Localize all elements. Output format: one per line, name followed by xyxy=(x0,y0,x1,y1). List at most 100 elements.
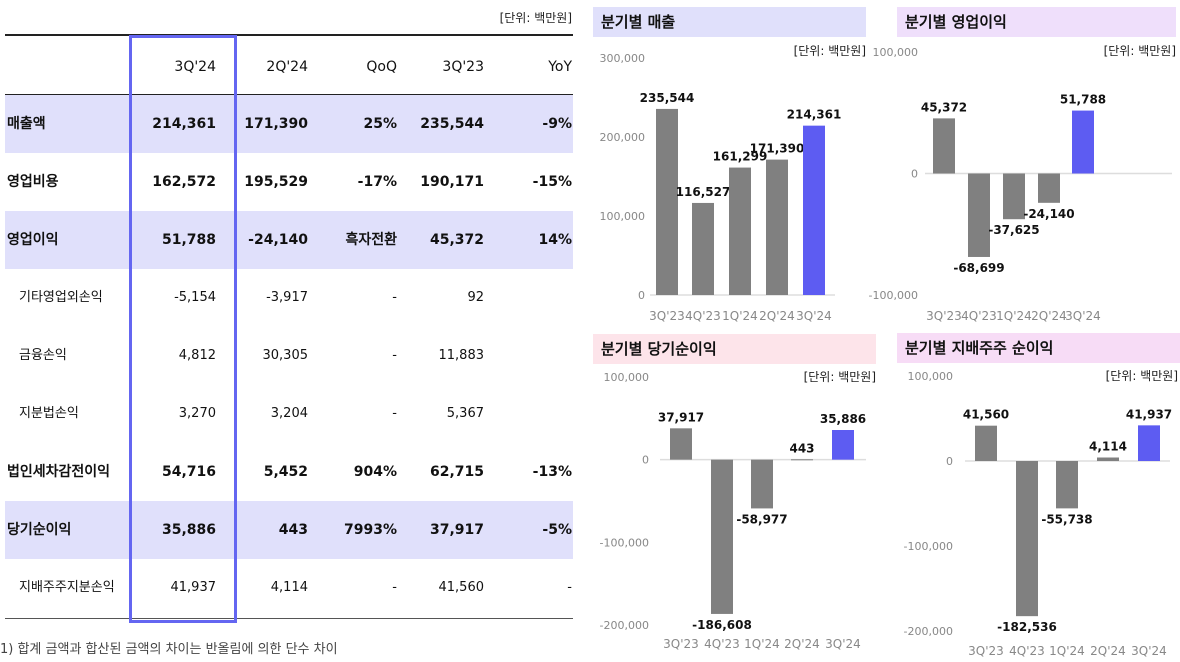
bar xyxy=(1038,173,1060,203)
x-tick-label: 2Q'24 xyxy=(1090,644,1126,658)
table-cell: 214,361 xyxy=(152,116,216,132)
table-cell: 7993% xyxy=(344,522,397,538)
row-label: 지분법손익 xyxy=(19,406,79,421)
bar xyxy=(1072,110,1094,174)
bar xyxy=(803,125,825,295)
table-cell: 35,886 xyxy=(161,522,216,538)
table-header: 3Q'24 2Q'24 QoQ 3Q'23 YoY xyxy=(5,36,573,94)
column-header: YoY xyxy=(548,59,572,75)
table-cell: 195,529 xyxy=(244,174,308,190)
table-cell: 4,812 xyxy=(178,348,216,363)
table-row: 기타영업외손익 -5,154 -3,917 - 92 xyxy=(5,269,573,327)
bar xyxy=(968,173,990,257)
table-row: 당기순이익 35,886 443 7993% 37,917 -5% xyxy=(5,501,573,559)
x-tick-label: 4Q'23 xyxy=(685,309,721,323)
row-label: 기타영업외손익 xyxy=(19,290,103,305)
row-label: 영업이익 xyxy=(7,232,59,248)
x-tick-label: 3Q'23 xyxy=(926,309,962,323)
table-cell: -17% xyxy=(357,174,397,190)
table-cell: 4,114 xyxy=(270,580,308,595)
divider xyxy=(5,94,573,95)
column-header: 3Q'24 xyxy=(174,59,216,75)
table-cell: - xyxy=(567,580,572,595)
y-tick-label: -100,000 xyxy=(869,289,918,302)
table-cell: 41,937 xyxy=(170,580,217,595)
table-cell: -15% xyxy=(532,174,572,190)
current-quarter-highlight-box xyxy=(129,35,237,623)
x-tick-label: 3Q'23 xyxy=(649,309,685,323)
table-cell: - xyxy=(392,290,397,305)
bar xyxy=(1097,457,1119,461)
table-cell: -5,154 xyxy=(174,290,216,305)
table-row: 금융손익 4,812 30,305 - 11,883 xyxy=(5,327,573,385)
table-cell: -13% xyxy=(532,464,572,480)
data-label: -24,140 xyxy=(1023,207,1074,221)
table-row: 지분법손익 3,270 3,204 - 5,367 xyxy=(5,385,573,443)
x-tick-label: 3Q'24 xyxy=(796,309,832,323)
x-tick-label: 1Q'24 xyxy=(1049,644,1085,658)
column-header: 3Q'23 xyxy=(442,59,484,75)
data-label: 51,788 xyxy=(1060,93,1106,107)
data-label: 41,937 xyxy=(1126,407,1172,421)
divider xyxy=(5,618,573,619)
y-tick-label: -100,000 xyxy=(904,540,953,553)
x-tick-label: 4Q'23 xyxy=(704,637,740,651)
x-tick-label: 1Q'24 xyxy=(996,309,1032,323)
data-label: -186,608 xyxy=(692,618,752,632)
table-row: 지배주주지분손익 41,937 4,114 - 41,560 - xyxy=(5,559,573,617)
bar xyxy=(729,167,751,295)
x-tick-label: 4Q'23 xyxy=(961,309,997,323)
y-tick-label: 0 xyxy=(946,455,953,468)
y-tick-label: 100,000 xyxy=(600,210,646,223)
data-label: 41,560 xyxy=(963,408,1009,422)
table-cell: 5,452 xyxy=(263,464,308,480)
data-label: -182,536 xyxy=(997,620,1057,634)
bar xyxy=(711,459,733,614)
chart-unit: [단위: 백만원] xyxy=(1103,44,1176,58)
y-tick-label: 0 xyxy=(642,454,649,467)
chart-title: 분기별 매출 xyxy=(593,7,866,37)
data-label: -58,977 xyxy=(736,512,787,526)
table-cell: 41,560 xyxy=(438,580,485,595)
row-label: 금융손익 xyxy=(19,348,67,363)
table-cell: 92 xyxy=(467,290,484,305)
data-label: 443 xyxy=(789,441,814,455)
column-header: 2Q'24 xyxy=(266,59,308,75)
y-tick-label: 100,000 xyxy=(604,371,650,384)
row-label: 영업비용 xyxy=(7,174,59,190)
row-label: 매출액 xyxy=(7,116,46,132)
table-cell: 443 xyxy=(278,522,308,538)
data-label: 171,390 xyxy=(750,142,805,156)
x-tick-label: 3Q'23 xyxy=(968,644,1004,658)
bar xyxy=(1016,461,1038,617)
row-label: 법인세차감전이익 xyxy=(7,464,111,480)
table-cell: 45,372 xyxy=(429,232,484,248)
data-label: 235,544 xyxy=(640,91,695,105)
y-tick-label: 0 xyxy=(638,289,645,302)
table-unit: [단위: 백만원] xyxy=(499,11,572,25)
x-tick-label: 2Q'24 xyxy=(784,637,820,651)
table-cell: 37,917 xyxy=(429,522,484,538)
table-row: 법인세차감전이익 54,716 5,452 904% 62,715 -13% xyxy=(5,443,573,501)
x-tick-label: 3Q'24 xyxy=(1131,644,1167,658)
table-cell: -9% xyxy=(542,116,572,132)
data-label: -55,738 xyxy=(1041,512,1092,526)
table-cell: -5% xyxy=(542,522,572,538)
table-cell: 62,715 xyxy=(429,464,484,480)
data-label: -37,625 xyxy=(988,223,1039,237)
table-cell: 11,883 xyxy=(438,348,485,363)
bar xyxy=(670,428,692,460)
table-cell: - xyxy=(392,348,397,363)
y-tick-label: 300,000 xyxy=(600,52,646,65)
chart-title: 분기별 당기순이익 xyxy=(593,334,876,364)
bar xyxy=(766,159,788,295)
bar xyxy=(656,108,678,295)
table-cell: -3,917 xyxy=(266,290,308,305)
x-tick-label: 3Q'24 xyxy=(1065,309,1101,323)
x-tick-label: 3Q'24 xyxy=(825,637,861,651)
x-tick-label: 2Q'24 xyxy=(1031,309,1067,323)
x-tick-label: 3Q'23 xyxy=(663,637,699,651)
table-cell: 5,367 xyxy=(446,406,484,421)
data-label: 161,299 xyxy=(713,150,768,164)
bar xyxy=(933,118,955,174)
